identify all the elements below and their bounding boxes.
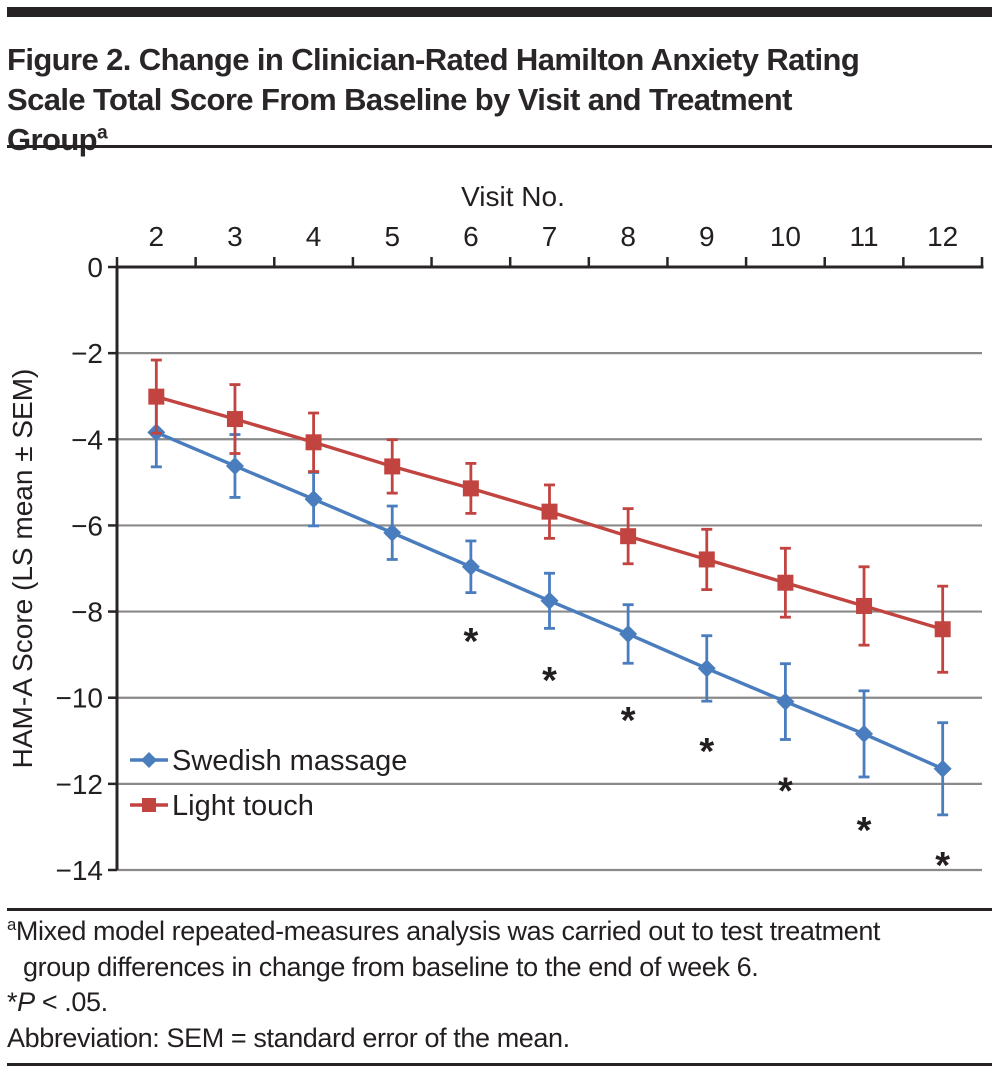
data-point-swedish-massage-visit-6 [461, 557, 480, 576]
data-point-light-touch-visit-2 [148, 388, 165, 405]
x-tick-label: 11 [850, 221, 879, 252]
title-line-2: Scale Total Score From Baseline by Visit… [7, 81, 792, 117]
asterisk-visit-11: * [857, 810, 872, 852]
legend-label: Light touch [172, 790, 314, 822]
x-tick-label: 2 [149, 221, 165, 252]
data-point-swedish-massage-visit-7 [540, 591, 559, 610]
y-tick-label: −6 [71, 510, 103, 541]
data-point-light-touch-visit-10 [777, 574, 794, 591]
asterisk-visit-12: * [935, 845, 950, 887]
x-tick-label: 9 [699, 221, 715, 252]
asterisk-visit-9: * [699, 731, 714, 773]
x-tick-label: 4 [306, 221, 322, 252]
x-axis: 2 3 4 5 6 7 8 9 10 11 12 Visit No. [115, 181, 984, 269]
data-point-light-touch-visit-7 [541, 503, 558, 520]
data-point-light-touch-visit-5 [384, 458, 401, 475]
asterisk-visit-6: * [463, 621, 478, 663]
data-point-light-touch-visit-11 [856, 597, 873, 614]
figure-title: Figure 2. Change in Clinician-Rated Hami… [7, 40, 992, 160]
significance-threshold: < .05. [34, 987, 108, 1017]
footnote-a-text-1: Mixed model repeated-measures analysis w… [15, 916, 881, 946]
x-axis-title: Visit No. [461, 181, 565, 212]
x-tick-label: 6 [463, 221, 479, 252]
data-point-swedish-massage-visit-9 [697, 659, 716, 678]
asterisk-visit-7: * [542, 660, 557, 702]
legend-marker-diamond [141, 752, 157, 768]
footnote-a-marker: a [7, 915, 16, 934]
legend-item-light-touch: Light touch [130, 790, 314, 822]
significance-asterisks: * * * * * * * [463, 621, 950, 887]
y-tick-label: 0 [87, 252, 103, 283]
title-line-1: Figure 2. Change in Clinician-Rated Hami… [7, 41, 860, 77]
footnote-significance: *P < .05. [7, 985, 995, 1021]
title-line-3: Groupa [7, 120, 992, 160]
data-point-light-touch-visit-12 [934, 621, 951, 638]
data-point-swedish-massage-visit-12 [933, 759, 952, 778]
x-tick-label: 12 [927, 221, 958, 252]
significance-p: P [17, 987, 35, 1017]
footnote-a-line-1: aMixed model repeated-measures analysis … [7, 914, 995, 950]
title-line-3-text: Group [7, 121, 98, 157]
data-point-light-touch-visit-4 [305, 434, 322, 451]
asterisk-visit-8: * [621, 700, 636, 742]
legend-label: Swedish massage [172, 745, 407, 777]
y-axis: 0 −2 −4 −6 −8 −10 −12 −14 HAM-A Score (LS mean ±… [7, 252, 119, 886]
x-tick-label: 3 [227, 221, 243, 252]
data-point-swedish-massage-visit-10 [776, 692, 795, 711]
asterisk-visit-10: * [778, 771, 793, 813]
data-point-swedish-massage-visit-11 [855, 724, 874, 743]
data-point-light-touch-visit-3 [226, 411, 243, 428]
data-point-light-touch-visit-8 [620, 528, 637, 545]
y-axis-title: HAM-A Score (LS mean ± SEM) [7, 369, 38, 769]
y-tick-label: −10 [56, 683, 104, 714]
top-rule-thick [7, 7, 992, 17]
data-point-swedish-massage-visit-3 [225, 456, 244, 475]
y-tick-label: −12 [56, 769, 104, 800]
footnote-rule-top [7, 908, 992, 911]
data-point-swedish-massage-visit-8 [619, 624, 638, 643]
x-tick-label: 8 [620, 221, 636, 252]
y-tick-label: −14 [56, 855, 104, 886]
markers-light-touch [148, 388, 951, 638]
line-chart: 2 3 4 5 6 7 8 9 10 11 12 Visit No. 0 −2 −4 −6 −8 −10 −12 −1… [7, 181, 984, 887]
title-footnote-marker: a [97, 122, 108, 144]
legend-item-swedish-massage: Swedish massage [130, 745, 407, 777]
significance-star: * [7, 987, 18, 1017]
x-tick-label: 7 [542, 221, 558, 252]
y-tick-label: −4 [71, 424, 103, 455]
x-tick-label: 10 [770, 221, 801, 252]
markers-swedish-massage [147, 423, 952, 778]
x-tick-label: 5 [384, 221, 400, 252]
footnote-a-line-2: group differences in change from baselin… [23, 951, 759, 982]
data-point-light-touch-visit-6 [462, 480, 479, 497]
y-tick-label: −8 [71, 597, 103, 628]
title-rule [7, 145, 992, 148]
footnotes: aMixed model repeated-measures analysis … [7, 914, 995, 1056]
y-tick-label: −2 [71, 338, 103, 369]
data-point-swedish-massage-visit-4 [304, 490, 323, 509]
footnote-rule-bottom [7, 1063, 992, 1066]
data-point-light-touch-visit-9 [698, 551, 715, 568]
footnote-abbreviation: Abbreviation: SEM = standard error of th… [7, 1022, 570, 1053]
legend-marker-square [142, 798, 156, 812]
legend: Swedish massage Light touch [130, 745, 407, 822]
data-point-swedish-massage-visit-5 [383, 523, 402, 542]
